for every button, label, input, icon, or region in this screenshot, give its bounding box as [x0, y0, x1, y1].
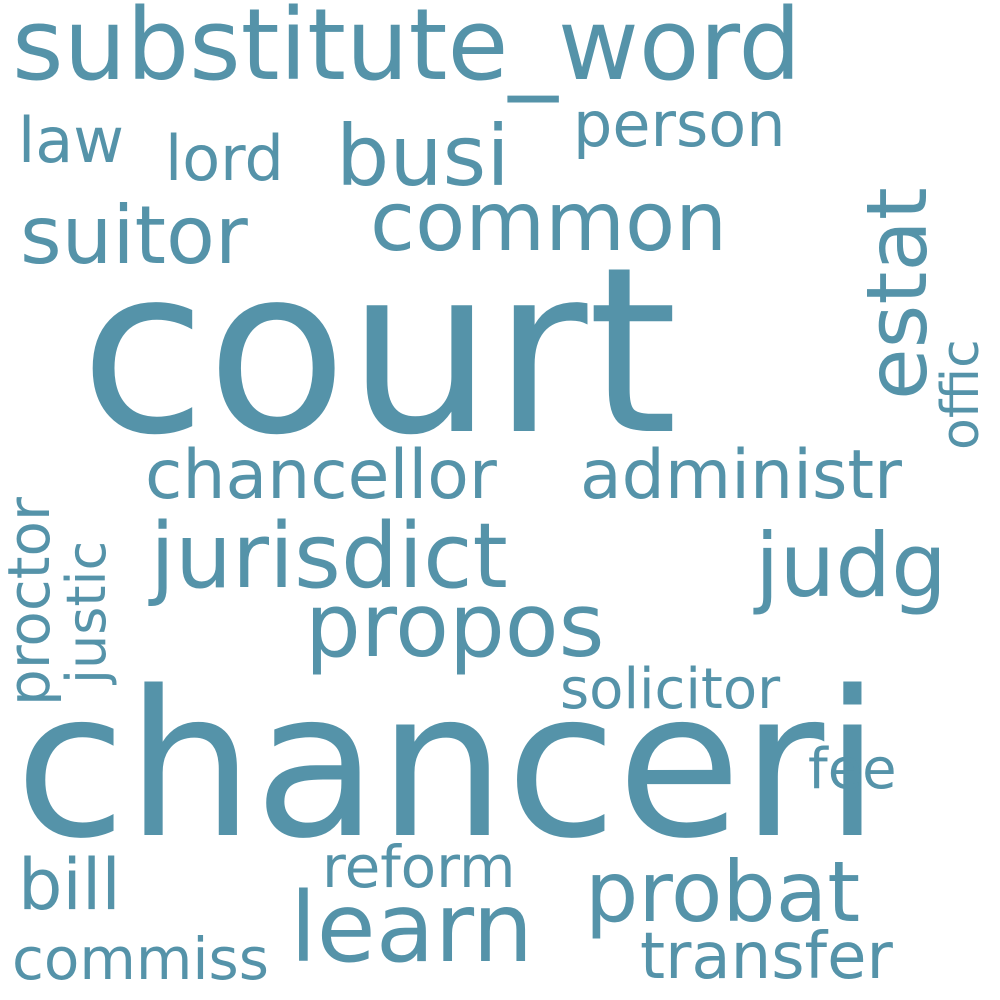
- word-reform: reform: [322, 833, 516, 901]
- word-propos: propos: [305, 574, 605, 677]
- word-law: law: [18, 104, 124, 177]
- word-bill: bill: [18, 844, 121, 926]
- word-fee: fee: [808, 737, 897, 802]
- word-administr: administr: [580, 436, 903, 515]
- word-chancellor: chancellor: [145, 436, 497, 515]
- word-busi: busi: [336, 107, 510, 205]
- word-substitute-word: substitute_word: [12, 0, 802, 103]
- word-offic: offic: [931, 339, 991, 450]
- word-judg: judg: [755, 514, 947, 617]
- word-lord: lord: [165, 122, 284, 195]
- word-court: court: [80, 219, 678, 486]
- word-learn: learn: [290, 872, 534, 984]
- word-person: person: [573, 88, 786, 161]
- word-common: common: [370, 175, 728, 270]
- word-transfer: transfer: [640, 920, 893, 994]
- word-jurisdict: jurisdict: [150, 504, 508, 609]
- word-probat: probat: [585, 843, 861, 941]
- word-chanceri: chanceri: [15, 647, 881, 883]
- word-solicitor: solicitor: [560, 657, 781, 722]
- word-commiss: commiss: [12, 925, 269, 993]
- word-estat: estat: [848, 187, 946, 400]
- word-suitor: suitor: [20, 189, 248, 282]
